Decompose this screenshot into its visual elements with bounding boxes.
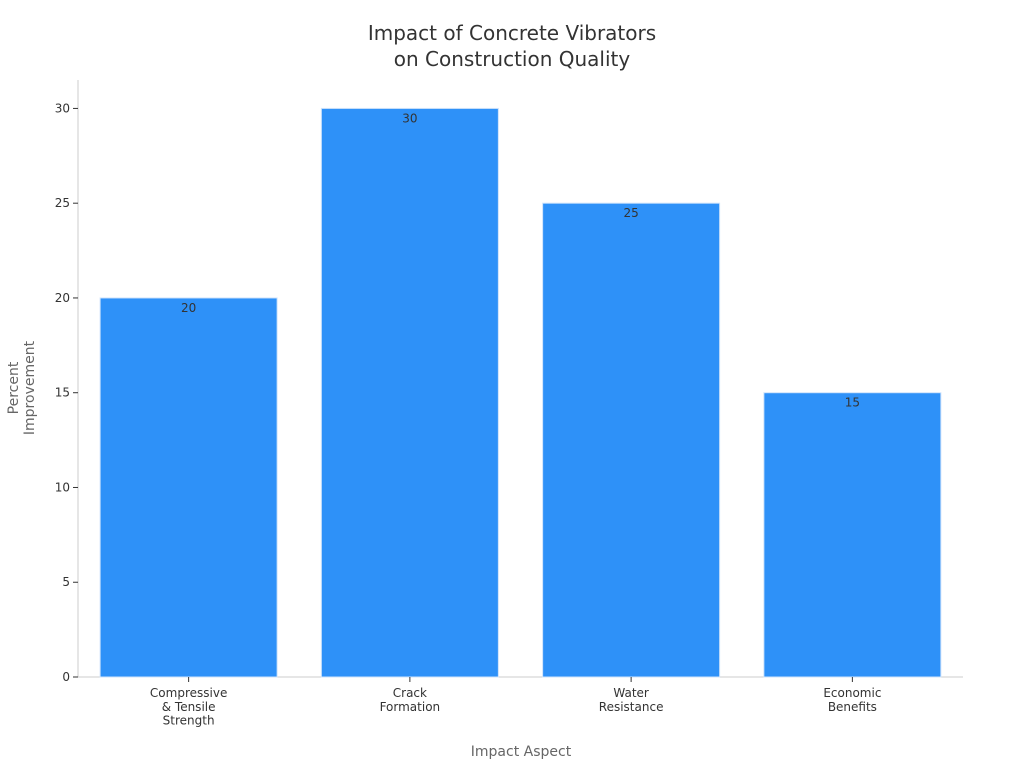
data-label: 20	[181, 301, 196, 315]
y-tick-label: 30	[55, 101, 70, 115]
bar	[763, 392, 942, 678]
bar	[99, 297, 278, 678]
data-label: 30	[402, 111, 417, 125]
x-tick-label: Crack Formation	[380, 686, 441, 714]
data-label: 25	[623, 206, 638, 220]
y-tick-label: 20	[55, 291, 70, 305]
bar	[320, 107, 499, 678]
y-tick-label: 15	[55, 386, 70, 400]
x-tick-label: Water Resistance	[599, 686, 664, 714]
bar	[542, 202, 721, 678]
y-tick-label: 10	[55, 480, 70, 494]
data-label: 15	[845, 396, 860, 410]
x-axis-label: Impact Aspect	[471, 744, 572, 760]
y-tick-label: 5	[62, 575, 70, 589]
y-axis-label: PercentImprovement	[6, 340, 38, 435]
x-tick-label: Economic Benefits	[823, 686, 881, 714]
y-tick-label: 0	[62, 670, 70, 684]
y-tick-label: 25	[55, 196, 70, 210]
chart-title: Impact of Concrete Vibrators on Construct…	[368, 21, 656, 71]
x-tick-label: Compressive & Tensile Strength	[150, 686, 227, 728]
